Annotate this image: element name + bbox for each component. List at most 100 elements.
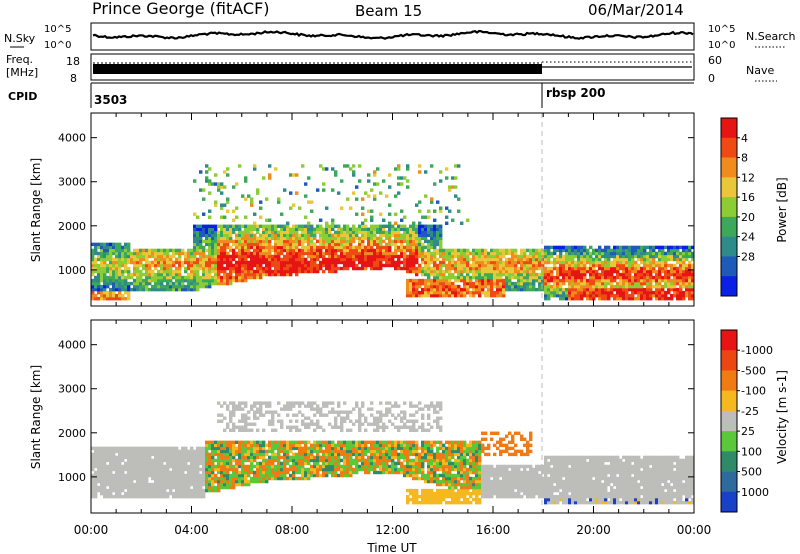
heatmap-cell — [232, 464, 236, 469]
heatmap-cell — [676, 290, 680, 295]
heatmap-cell — [658, 257, 662, 262]
heatmap-cell — [256, 455, 260, 460]
heatmap-cell — [226, 209, 230, 213]
heatmap-cell — [100, 260, 104, 265]
heatmap-cell — [499, 263, 503, 268]
heatmap-cell — [478, 257, 482, 262]
heatmap-cell — [259, 446, 263, 451]
power-heatmap-cells — [91, 164, 694, 301]
heatmap-cell — [232, 269, 236, 274]
heatmap-cell — [166, 455, 170, 460]
heatmap-cell — [247, 227, 251, 232]
heatmap-cell — [226, 422, 230, 426]
heatmap-cell — [124, 287, 128, 292]
heatmap-cell — [388, 227, 392, 232]
heatmap-cell — [229, 230, 233, 235]
heatmap-cell — [403, 251, 407, 256]
heatmap-cell — [184, 479, 188, 484]
heatmap-cell — [175, 257, 179, 262]
heatmap-cell — [466, 263, 470, 268]
heatmap-cell — [163, 473, 167, 478]
heatmap-cell — [397, 257, 401, 262]
heatmap-cell — [373, 170, 377, 174]
heatmap-cell — [316, 419, 320, 423]
heatmap-cell — [292, 236, 296, 241]
heatmap-cell — [253, 260, 257, 265]
heatmap-cell — [157, 287, 161, 292]
heatmap-cell — [580, 284, 584, 289]
heatmap-cell — [424, 293, 428, 298]
heatmap-cell — [124, 464, 128, 469]
heatmap-cell — [382, 179, 386, 183]
heatmap-cell — [307, 473, 311, 478]
heatmap-cell — [451, 248, 455, 253]
heatmap-cell — [181, 287, 185, 292]
heatmap-cell — [409, 233, 413, 238]
heatmap-cell — [157, 254, 161, 259]
freq-left-tick-top: 18 — [66, 55, 80, 68]
heatmap-cell — [145, 455, 149, 460]
heatmap-cell — [469, 278, 473, 283]
heatmap-cell — [280, 443, 284, 448]
heatmap-cell — [370, 440, 374, 445]
heatmap-cell — [565, 290, 569, 295]
heatmap-cell — [145, 251, 149, 256]
heatmap-cell — [415, 224, 419, 228]
heatmap-cell — [343, 227, 347, 232]
heatmap-cell — [427, 263, 431, 268]
heatmap-cell — [94, 251, 98, 256]
heatmap-cell — [415, 239, 419, 244]
heatmap-cell — [673, 287, 677, 292]
heatmap-cell — [328, 242, 332, 247]
heatmap-cell — [187, 287, 191, 292]
heatmap-cell — [106, 464, 110, 469]
heatmap-cell — [370, 242, 374, 247]
heatmap-cell — [445, 293, 449, 298]
heatmap-cell — [691, 254, 694, 259]
heatmap-cell — [163, 455, 167, 460]
heatmap-cell — [181, 488, 185, 493]
heatmap-cell — [535, 257, 539, 262]
heatmap-cell — [124, 263, 128, 268]
heatmap-cell — [352, 452, 356, 457]
heatmap-cell — [340, 206, 344, 210]
heatmap-cell — [301, 164, 305, 168]
heatmap-cell — [532, 260, 536, 265]
heatmap-cell — [301, 449, 305, 454]
heatmap-cell — [337, 242, 341, 247]
heatmap-cell — [394, 239, 398, 244]
heatmap-cell — [127, 482, 131, 487]
heatmap-cell — [193, 464, 197, 469]
heatmap-cell — [652, 254, 656, 259]
heatmap-cell — [259, 224, 263, 228]
heatmap-cell — [661, 284, 665, 289]
heatmap-cell — [226, 272, 230, 277]
heatmap-cell — [160, 461, 164, 466]
heatmap-cell — [358, 245, 362, 250]
heatmap-cell — [406, 284, 410, 289]
heatmap-cell — [202, 467, 206, 472]
heatmap-cell — [190, 455, 194, 460]
heatmap-cell — [352, 266, 356, 271]
heatmap-cell — [181, 455, 185, 460]
heatmap-cell — [676, 296, 680, 301]
heatmap-cell — [253, 242, 257, 247]
heatmap-cell — [130, 275, 134, 280]
heatmap-cell — [439, 293, 443, 298]
heatmap-cell — [241, 278, 245, 283]
heatmap-cell — [205, 479, 209, 484]
heatmap-cell — [343, 458, 347, 463]
heatmap-cell — [316, 227, 320, 232]
heatmap-cell — [142, 470, 146, 475]
heatmap-cell — [334, 239, 338, 244]
heatmap-cell — [154, 488, 158, 493]
heatmap-cell — [322, 404, 326, 408]
heatmap-cell — [685, 287, 689, 292]
heatmap-cell — [415, 260, 419, 265]
heatmap-cell — [619, 248, 623, 253]
heatmap-cell — [142, 491, 146, 496]
heatmap-cell — [292, 230, 296, 235]
heatmap-cell — [187, 284, 191, 289]
heatmap-cell — [529, 254, 533, 259]
heatmap-cell — [592, 257, 596, 262]
